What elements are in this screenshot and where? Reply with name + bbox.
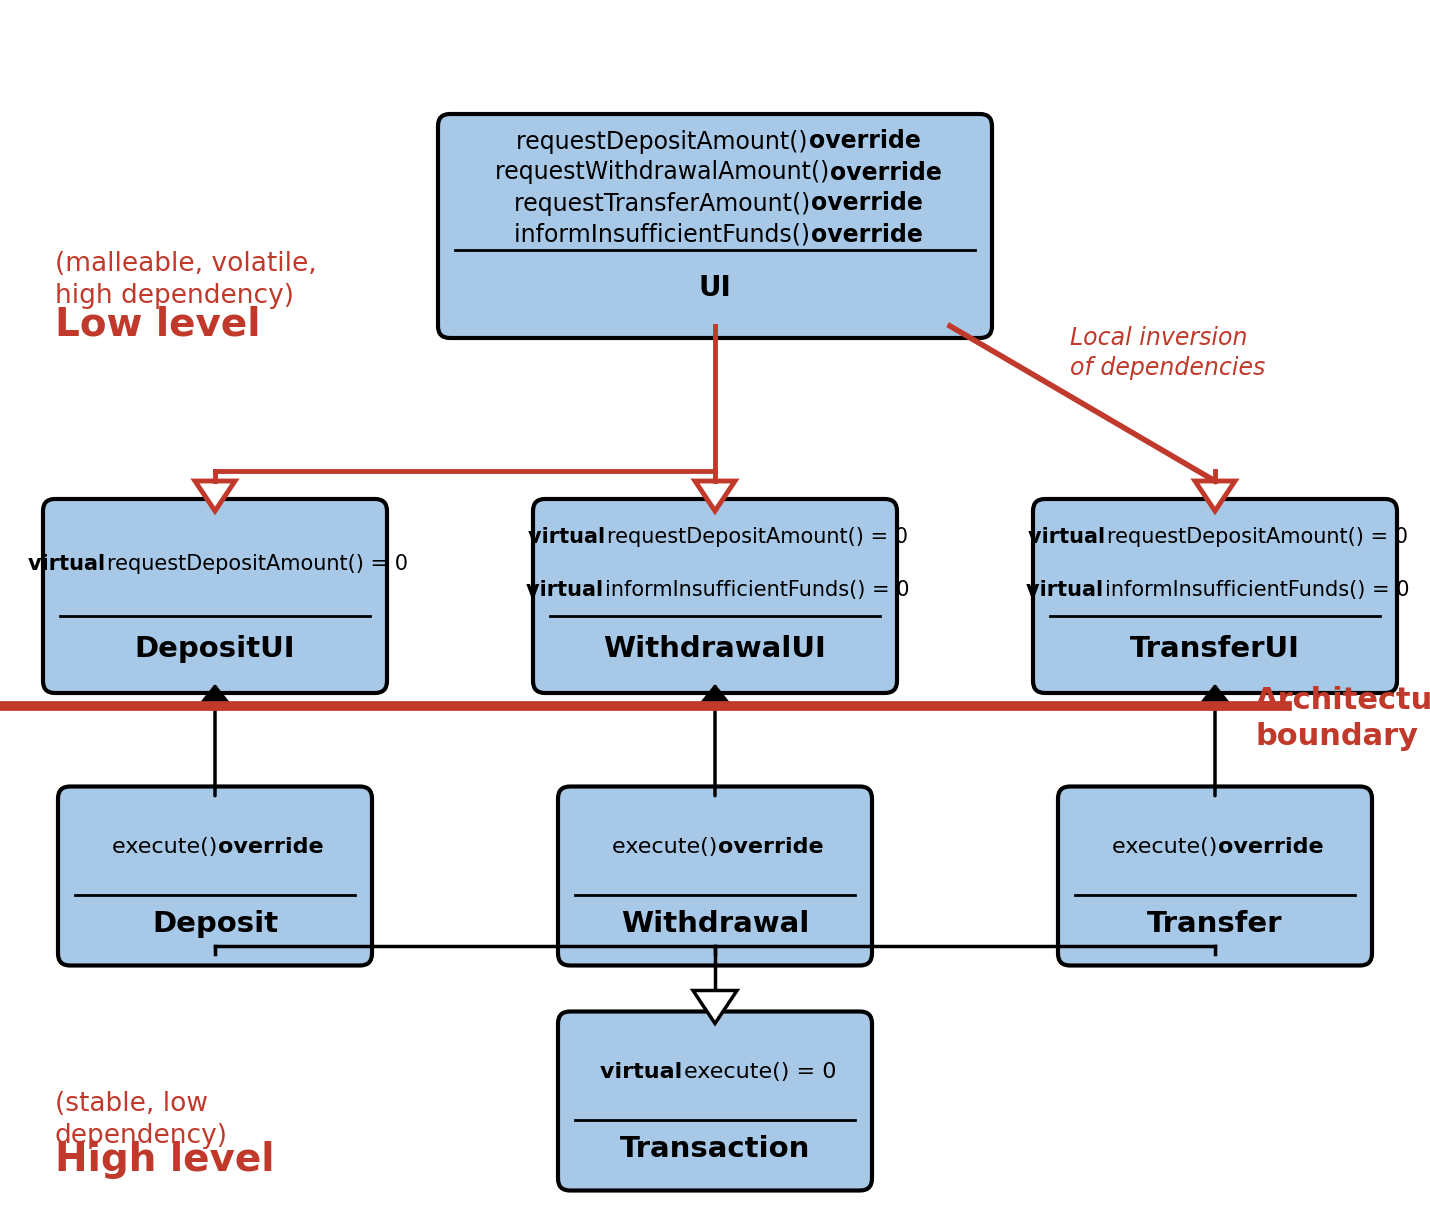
Text: override: override	[1218, 837, 1324, 856]
Text: override: override	[219, 837, 325, 856]
Text: WithdrawalUI: WithdrawalUI	[603, 634, 827, 663]
Text: virtual: virtual	[526, 580, 611, 601]
FancyBboxPatch shape	[533, 499, 897, 693]
Text: override: override	[718, 837, 824, 856]
Text: virtual: virtual	[1027, 580, 1111, 601]
Text: requestDepositAmount() = 0: requestDepositAmount() = 0	[1107, 527, 1407, 548]
Text: Transaction: Transaction	[619, 1135, 811, 1163]
Text: requestWithdrawalAmount(): requestWithdrawalAmount()	[495, 160, 837, 185]
Text: (stable, low
dependency): (stable, low dependency)	[54, 1091, 227, 1149]
Text: virtual: virtual	[27, 554, 112, 574]
Text: override: override	[829, 160, 942, 185]
Text: Transfer: Transfer	[1147, 911, 1283, 938]
Text: override: override	[811, 222, 922, 246]
Text: High level: High level	[54, 1141, 275, 1179]
Text: virtual: virtual	[599, 1061, 689, 1082]
Polygon shape	[694, 990, 736, 1024]
Text: informInsufficientFunds() = 0: informInsufficientFunds() = 0	[605, 580, 909, 601]
Polygon shape	[695, 481, 735, 511]
Text: Architectural
boundary: Architectural boundary	[1256, 686, 1430, 751]
FancyBboxPatch shape	[59, 786, 372, 966]
Polygon shape	[1195, 481, 1236, 511]
Text: virtual: virtual	[1028, 527, 1113, 548]
FancyBboxPatch shape	[438, 115, 992, 338]
Text: DepositUI: DepositUI	[134, 634, 296, 663]
Text: execute(): execute()	[113, 837, 225, 856]
FancyBboxPatch shape	[1058, 786, 1371, 966]
Text: execute(): execute()	[612, 837, 725, 856]
Text: UI: UI	[699, 274, 731, 302]
Text: override: override	[811, 192, 922, 216]
Text: requestDepositAmount() = 0: requestDepositAmount() = 0	[606, 527, 908, 548]
Text: Local inversion
of dependencies: Local inversion of dependencies	[1070, 326, 1266, 380]
FancyBboxPatch shape	[43, 499, 388, 693]
Text: Withdrawal: Withdrawal	[621, 911, 809, 938]
FancyBboxPatch shape	[1032, 499, 1397, 693]
Text: informInsufficientFunds() = 0: informInsufficientFunds() = 0	[1105, 580, 1410, 601]
Text: Deposit: Deposit	[152, 911, 277, 938]
FancyBboxPatch shape	[558, 1012, 872, 1190]
Text: requestDepositAmount() = 0: requestDepositAmount() = 0	[107, 554, 408, 574]
Text: override: override	[808, 129, 921, 153]
Text: (malleable, volatile,
high dependency): (malleable, volatile, high dependency)	[54, 251, 317, 309]
Polygon shape	[194, 481, 235, 511]
FancyBboxPatch shape	[558, 786, 872, 966]
Text: virtual: virtual	[528, 527, 612, 548]
Text: requestTransferAmount(): requestTransferAmount()	[515, 192, 818, 216]
Text: informInsufficientFunds(): informInsufficientFunds()	[515, 222, 818, 246]
Text: TransferUI: TransferUI	[1130, 634, 1300, 663]
Text: execute() = 0: execute() = 0	[684, 1061, 837, 1082]
Text: execute(): execute()	[1113, 837, 1226, 856]
Text: requestDepositAmount(): requestDepositAmount()	[516, 129, 815, 153]
Text: Low level: Low level	[54, 306, 260, 344]
